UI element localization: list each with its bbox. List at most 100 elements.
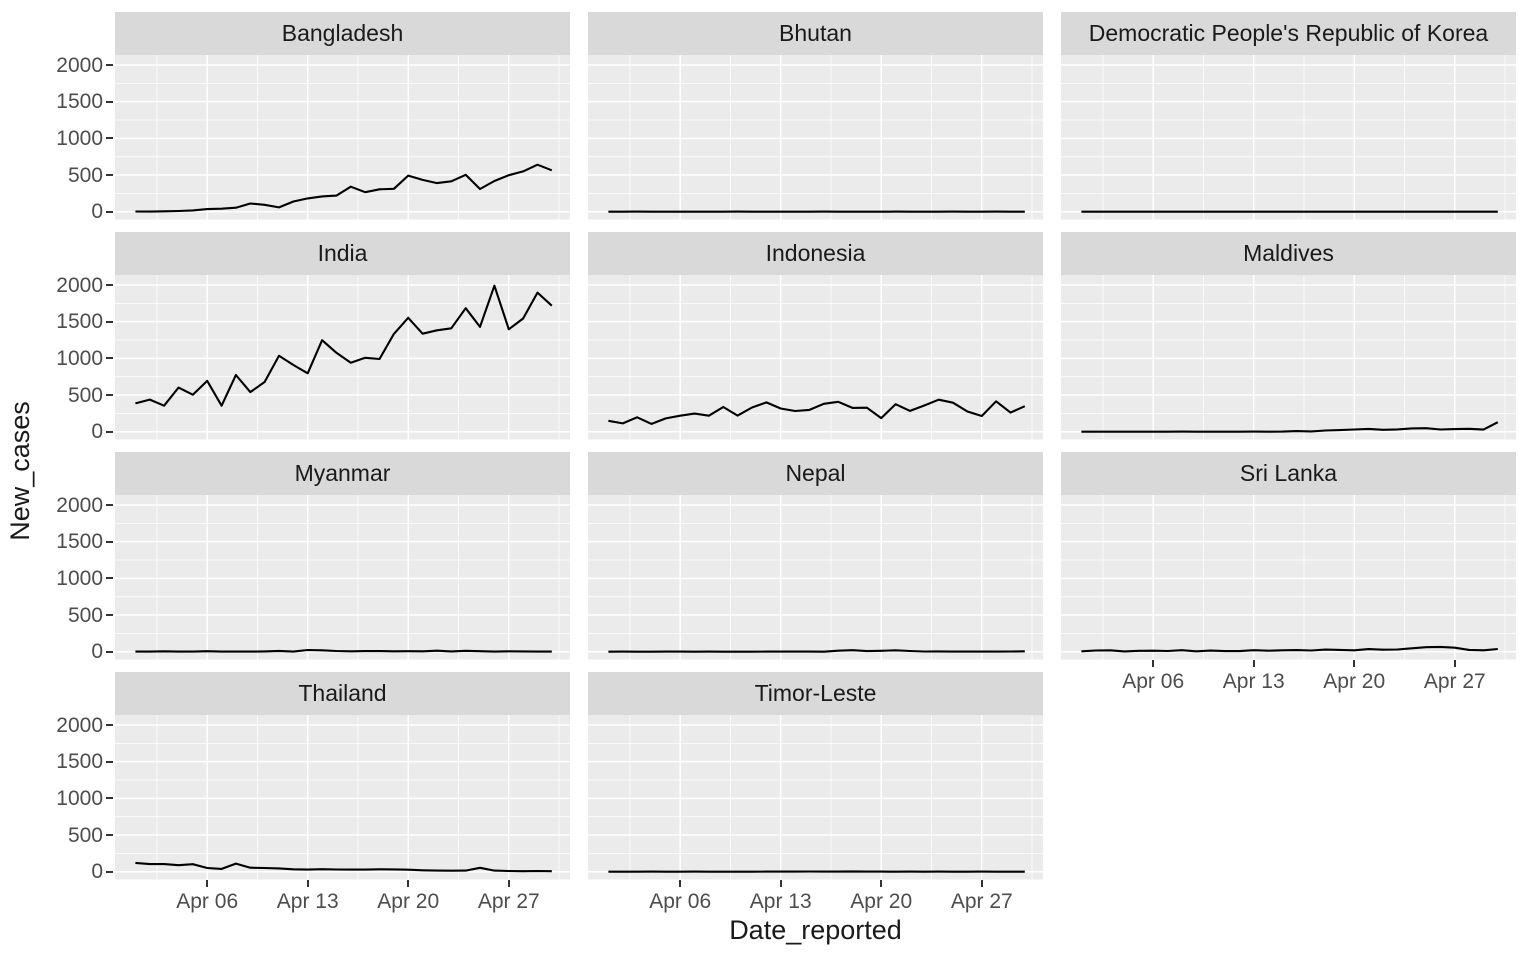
y-tick-label: 500 bbox=[67, 823, 103, 847]
y-tick-mark bbox=[106, 64, 113, 66]
x-tick-label: Apr 06 bbox=[1122, 669, 1185, 693]
x-tick-label: Apr 13 bbox=[749, 889, 812, 913]
y-tick-label: 0 bbox=[91, 640, 103, 664]
data-line bbox=[135, 163, 553, 213]
y-tick-mark bbox=[106, 870, 113, 873]
data-line bbox=[608, 398, 1026, 425]
x-tick-label: Apr 27 bbox=[477, 889, 540, 913]
facet-strip-label: Maldives bbox=[1061, 232, 1516, 275]
facet-bangladesh: Bangladesh bbox=[115, 12, 570, 220]
facet-strip-label: Indonesia bbox=[588, 232, 1043, 275]
x-tick-label: Apr 27 bbox=[950, 889, 1013, 913]
x-tick-label: Apr 06 bbox=[649, 889, 712, 913]
y-tick-label: 0 bbox=[91, 860, 103, 884]
y-tick-mark bbox=[106, 614, 113, 617]
y-tick-mark bbox=[106, 650, 113, 653]
y-tick-label: 2000 bbox=[56, 493, 103, 517]
y-tick-label: 1500 bbox=[56, 530, 103, 554]
facet-thailand: Thailand bbox=[115, 672, 570, 880]
facet-strip-label: Timor-Leste bbox=[588, 672, 1043, 715]
y-tick-label: 500 bbox=[67, 383, 103, 407]
x-tick-label: Apr 20 bbox=[377, 889, 440, 913]
y-tick-mark bbox=[106, 137, 113, 140]
y-tick-mark bbox=[106, 577, 113, 580]
facet-strip-label: Bhutan bbox=[588, 12, 1043, 55]
y-tick-label: 0 bbox=[91, 200, 103, 224]
facet-indonesia: Indonesia bbox=[588, 232, 1043, 440]
x-tick-mark bbox=[1353, 659, 1356, 667]
x-tick-label: Apr 27 bbox=[1423, 669, 1486, 693]
facet-myanmar: Myanmar bbox=[115, 452, 570, 660]
facet-strip-label: Thailand bbox=[115, 672, 570, 715]
y-tick-label: 500 bbox=[67, 163, 103, 187]
facet-timor-leste: Timor-Leste bbox=[588, 672, 1043, 880]
y-tick-label: 1500 bbox=[56, 310, 103, 334]
x-tick-mark bbox=[679, 879, 682, 887]
x-tick-mark bbox=[980, 879, 983, 887]
data-line bbox=[1081, 645, 1498, 653]
y-tick-label: 2000 bbox=[56, 53, 103, 77]
data-line bbox=[608, 649, 1025, 653]
y-tick-label: 1000 bbox=[56, 346, 103, 370]
y-tick-mark bbox=[106, 357, 113, 360]
x-tick-mark bbox=[1453, 659, 1456, 667]
x-tick-mark bbox=[1252, 659, 1255, 667]
facet-panel bbox=[115, 55, 570, 220]
facet-panel bbox=[588, 275, 1043, 440]
y-tick-mark bbox=[106, 430, 113, 433]
y-tick-label: 1000 bbox=[56, 126, 103, 150]
facet-strip-label: India bbox=[115, 232, 570, 275]
x-tick-label: Apr 20 bbox=[1323, 669, 1386, 693]
x-tick-label: Apr 13 bbox=[276, 889, 339, 913]
facet-panel bbox=[1061, 55, 1516, 220]
x-tick-label: Apr 13 bbox=[1222, 669, 1285, 693]
data-line bbox=[1081, 421, 1499, 433]
x-tick-mark bbox=[1152, 659, 1155, 667]
y-tick-mark bbox=[106, 540, 113, 543]
x-tick-mark bbox=[407, 879, 410, 887]
data-line bbox=[135, 284, 553, 407]
x-axis-title: Date_reported bbox=[729, 915, 902, 945]
x-tick-mark bbox=[306, 879, 309, 887]
facet-panel bbox=[115, 715, 570, 880]
y-tick-label: 2000 bbox=[56, 273, 103, 297]
y-tick-mark bbox=[106, 724, 113, 726]
y-tick-label: 2000 bbox=[56, 713, 103, 737]
y-tick-label: 0 bbox=[91, 420, 103, 444]
y-tick-label: 1500 bbox=[56, 90, 103, 114]
facet-sri-lanka: Sri Lanka bbox=[1061, 452, 1516, 660]
facet-panel bbox=[588, 495, 1043, 660]
facet-panel bbox=[115, 275, 570, 440]
x-tick-mark bbox=[779, 879, 782, 887]
y-tick-label: 1000 bbox=[56, 786, 103, 810]
y-tick-label: 500 bbox=[67, 603, 103, 627]
x-tick-mark bbox=[880, 879, 883, 887]
facet-maldives: Maldives bbox=[1061, 232, 1516, 440]
facet-bhutan: Bhutan bbox=[588, 12, 1043, 220]
facet-panel bbox=[588, 55, 1043, 220]
y-tick-mark bbox=[106, 797, 113, 800]
facet-strip-label: Myanmar bbox=[115, 452, 570, 495]
y-tick-label: 1500 bbox=[56, 750, 103, 774]
y-tick-mark bbox=[106, 320, 113, 323]
x-tick-label: Apr 20 bbox=[850, 889, 913, 913]
facet-democratic-people-s-republic-of-korea: Democratic People's Republic of Korea bbox=[1061, 12, 1516, 220]
facet-panel bbox=[588, 715, 1043, 880]
facet-strip-label: Sri Lanka bbox=[1061, 452, 1516, 495]
facet-strip-label: Nepal bbox=[588, 452, 1043, 495]
y-tick-mark bbox=[106, 394, 113, 397]
facet-nepal: Nepal bbox=[588, 452, 1043, 660]
facet-panel bbox=[1061, 495, 1516, 660]
y-tick-mark bbox=[106, 834, 113, 837]
y-tick-label: 1000 bbox=[56, 566, 103, 590]
data-line bbox=[135, 861, 552, 873]
facet-strip-label: Democratic People's Republic of Korea bbox=[1061, 12, 1516, 55]
x-tick-label: Apr 06 bbox=[176, 889, 239, 913]
facet-india: India bbox=[115, 232, 570, 440]
x-tick-mark bbox=[206, 879, 209, 887]
facet-strip-label: Bangladesh bbox=[115, 12, 570, 55]
y-tick-mark bbox=[106, 504, 113, 506]
x-tick-mark bbox=[507, 879, 510, 887]
y-axis-title: New_cases bbox=[5, 401, 35, 541]
